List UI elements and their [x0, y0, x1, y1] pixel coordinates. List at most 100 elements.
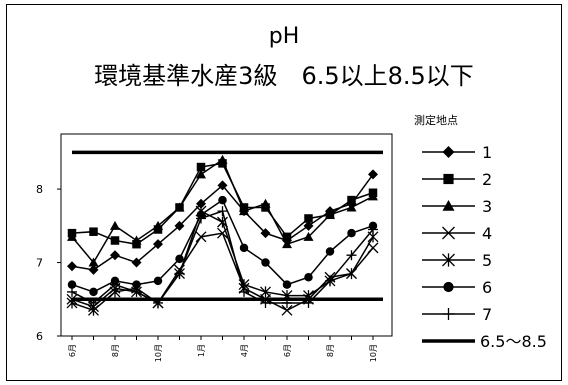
- data-point: [282, 239, 292, 249]
- data-point: [368, 224, 378, 235]
- legend-marker: [443, 281, 454, 293]
- data-point: [153, 276, 163, 286]
- legend-label: 5: [482, 251, 492, 270]
- data-point: [346, 250, 357, 261]
- data-point: [196, 213, 206, 224]
- legend-marker: [442, 308, 455, 320]
- x-tick-label: 10月: [154, 344, 163, 362]
- data-point: [261, 258, 270, 267]
- data-point: [174, 268, 185, 279]
- data-point: [110, 250, 120, 261]
- data-point: [175, 254, 184, 264]
- data-point: [66, 297, 78, 309]
- data-point: [217, 206, 228, 217]
- data-point: [325, 275, 335, 286]
- data-point: [368, 169, 378, 180]
- legend-item-5: 5: [422, 251, 492, 270]
- series-layer: [66, 154, 379, 316]
- x-tick-label: 8月: [326, 344, 335, 357]
- x-tick-label: 6月: [283, 344, 292, 357]
- data-point: [260, 297, 271, 308]
- data-point: [88, 264, 99, 275]
- data-point: [304, 214, 313, 223]
- legend-item-4: 4: [422, 224, 492, 243]
- series-6: [67, 195, 378, 297]
- legend-item-reference: 6.5～8.5: [422, 332, 547, 351]
- chart-frame: [6, 4, 562, 381]
- data-point: [131, 257, 142, 268]
- data-point: [88, 257, 99, 267]
- legend-marker: [443, 173, 454, 185]
- data-point: [153, 220, 163, 230]
- x-tick-label: 1月: [197, 344, 206, 357]
- data-point: [281, 304, 293, 316]
- data-point: [153, 239, 163, 250]
- legend-label: 7: [482, 305, 492, 324]
- data-point: [67, 286, 77, 297]
- data-point: [110, 220, 120, 230]
- data-point: [367, 242, 379, 254]
- data-point: [131, 235, 142, 245]
- legend-item-7: 7: [422, 305, 492, 324]
- series-5: [66, 205, 379, 316]
- legend-label: 1: [482, 143, 492, 162]
- data-point: [174, 202, 185, 212]
- data-point: [346, 268, 357, 280]
- legend-label: 6: [482, 278, 492, 297]
- axes-layer: 6 7 8 6月 8月 10月 1月 4月 6月 8月 10月: [36, 183, 378, 362]
- x-tick-label: 6月: [68, 344, 77, 357]
- legend-item-3: 3: [422, 197, 492, 216]
- data-point: [368, 191, 378, 201]
- legend-label: 2: [482, 170, 492, 189]
- data-point: [67, 280, 77, 289]
- y-tick-label: 8: [36, 183, 43, 196]
- legend-title: 測定地点: [414, 114, 458, 127]
- legend-marker: [442, 200, 455, 211]
- data-point: [282, 280, 292, 289]
- data-point: [347, 228, 356, 238]
- legend-label: 3: [482, 197, 492, 216]
- data-point: [239, 206, 249, 216]
- data-point: [260, 198, 271, 208]
- data-point: [132, 280, 141, 289]
- data-point: [303, 220, 314, 231]
- legend-marker: [442, 253, 455, 267]
- data-point: [347, 195, 356, 205]
- data-point: [131, 286, 142, 297]
- data-point: [88, 297, 99, 308]
- data-point: [110, 279, 120, 290]
- data-point: [282, 297, 292, 308]
- data-point: [303, 297, 314, 308]
- data-point: [195, 231, 207, 243]
- x-tick-label: 10月: [369, 344, 378, 362]
- data-point: [110, 236, 120, 245]
- data-point: [67, 231, 77, 241]
- data-point: [325, 209, 335, 219]
- data-point: [196, 169, 206, 179]
- data-point: [67, 261, 77, 272]
- legend-item-6: 6: [422, 278, 492, 297]
- data-point: [196, 198, 206, 209]
- plot-area-border: [60, 133, 393, 337]
- data-point: [89, 227, 98, 236]
- data-point: [260, 228, 271, 239]
- data-point: [153, 297, 163, 308]
- data-point: [239, 286, 249, 297]
- y-tick-label: 6: [36, 330, 43, 343]
- data-point: [217, 180, 228, 191]
- legend-label: 4: [482, 224, 492, 243]
- legend-marker: [442, 226, 455, 240]
- data-point: [282, 232, 292, 242]
- data-point: [174, 220, 185, 231]
- x-tick-label: 4月: [240, 344, 249, 357]
- data-point: [260, 286, 271, 298]
- x-tick-label: 8月: [111, 344, 120, 357]
- data-point: [89, 287, 98, 297]
- legend-item-2: 2: [422, 170, 492, 189]
- chart-subtitle: 環境基準水産3級 6.5以上8.5以下: [94, 62, 474, 90]
- data-point: [217, 154, 228, 164]
- legend-label: 6.5～8.5: [480, 332, 547, 351]
- data-point: [304, 272, 313, 282]
- data-point: [239, 243, 249, 253]
